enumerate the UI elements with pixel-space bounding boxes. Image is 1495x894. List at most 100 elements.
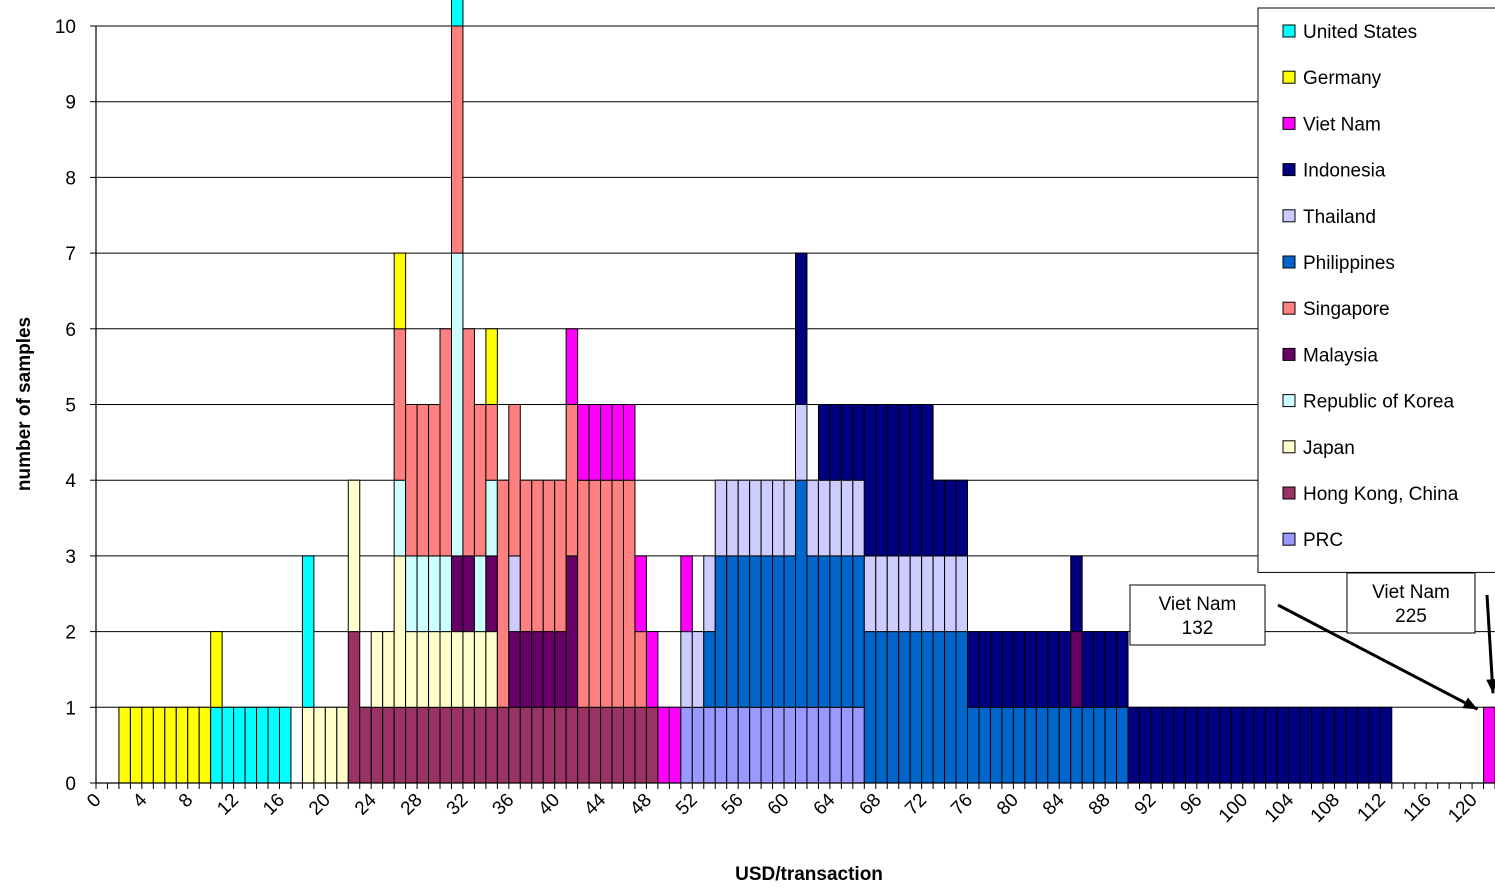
x-tick-label: 20: [305, 790, 335, 820]
bar-segment: [416, 555, 430, 633]
bar-segment: [1356, 706, 1370, 784]
bar-segment: [278, 706, 292, 784]
x-tick-label: 28: [397, 790, 427, 820]
x-tick-label: 116: [1399, 790, 1435, 826]
legend-label: PRC: [1303, 530, 1343, 551]
bar-segment: [405, 631, 418, 708]
bar-segment: [634, 555, 647, 633]
bar-segment: [485, 479, 498, 557]
bar-segment: [817, 404, 831, 481]
bar-segment: [256, 706, 269, 784]
bar-segment: [1047, 631, 1060, 708]
bar-segment: [198, 706, 212, 784]
bar-segment: [726, 479, 739, 557]
y-tick-label: 9: [65, 93, 76, 114]
bar-segment: [508, 555, 521, 633]
bar-segment: [1047, 706, 1060, 784]
y-axis-title: number of samples: [14, 317, 35, 491]
bar-segment: [680, 631, 693, 708]
legend-label: Viet Nam: [1303, 114, 1381, 135]
callout-text: 225: [1395, 606, 1427, 627]
bar-segment: [611, 706, 624, 784]
x-tick-label: 80: [993, 790, 1023, 820]
legend-label: Philippines: [1303, 253, 1395, 274]
bar-segment: [749, 479, 762, 557]
bar-segment: [840, 555, 854, 708]
x-tick-label: 4: [129, 789, 152, 812]
bar-segment: [164, 706, 177, 784]
bar-segment: [944, 479, 957, 557]
bar-segment: [783, 555, 796, 708]
bar-segment: [1288, 706, 1301, 784]
x-tick-label: 76: [947, 790, 977, 820]
bar-segment: [989, 631, 1003, 708]
callout-arrowhead: [1486, 679, 1495, 694]
bar-segment: [760, 706, 774, 784]
legend-label: Malaysia: [1303, 345, 1378, 366]
bar-segment: [382, 631, 395, 708]
bar-segment: [932, 479, 946, 557]
callout-arrowhead: [1462, 697, 1478, 710]
bar-segment: [1024, 706, 1037, 784]
bar-segment: [978, 631, 991, 708]
bar-segment: [840, 479, 854, 557]
bar-segment: [1483, 706, 1495, 784]
bar-segment: [921, 404, 934, 557]
bar-segment: [955, 479, 969, 557]
bar-segment: [531, 706, 544, 784]
bar-segment: [726, 706, 739, 784]
bar-segment: [370, 631, 384, 708]
bar-segment: [795, 404, 808, 481]
bar-segment: [542, 631, 556, 708]
bar-segment: [955, 631, 969, 784]
bar-segment: [714, 706, 728, 784]
bar-segment: [749, 706, 762, 784]
bar-segment: [852, 706, 865, 784]
bar-segment: [795, 706, 808, 784]
bar-segment: [1104, 706, 1118, 784]
y-tick-label: 4: [65, 471, 76, 492]
legend-swatch: [1282, 24, 1296, 38]
x-tick-label: 16: [259, 790, 289, 820]
legend-swatch: [1282, 440, 1296, 454]
bar-segment: [909, 631, 923, 784]
bar-segment: [1379, 706, 1393, 784]
bar-segment: [129, 706, 143, 784]
bar-segment: [840, 706, 854, 784]
bar-segment: [1093, 631, 1106, 708]
legend-label: Germany: [1303, 68, 1382, 89]
y-tick-label: 6: [65, 320, 76, 341]
bar-segment: [1161, 706, 1175, 784]
bar-segment: [485, 631, 498, 708]
bar-segment: [898, 631, 911, 784]
bar-segment: [1024, 631, 1037, 708]
bar-segment: [267, 706, 280, 784]
bar-segment: [680, 706, 693, 784]
bar-segment: [875, 404, 888, 557]
x-tick-label: 56: [718, 790, 748, 820]
y-tick-label: 8: [65, 168, 76, 189]
bar-segment: [1035, 706, 1049, 784]
bar-segment: [829, 706, 842, 784]
bar-segment: [531, 631, 544, 708]
x-tick-label: 72: [901, 790, 931, 820]
bar-segment: [450, 0, 464, 27]
bar-segment: [393, 328, 407, 481]
bar-segment: [393, 252, 407, 330]
bar-segment: [680, 555, 693, 633]
bar-segment: [519, 479, 533, 633]
bar-segment: [829, 404, 842, 481]
legend-box: [1257, 7, 1495, 573]
bar-segment: [439, 631, 452, 708]
bar-segment: [508, 404, 521, 557]
y-tick-label: 1: [65, 698, 76, 719]
bar-segment: [829, 479, 842, 557]
x-tick-label: 8: [175, 790, 197, 812]
legend-swatch: [1282, 116, 1296, 130]
bar-segment: [221, 706, 235, 784]
legend-label: Hong Kong, China: [1303, 484, 1459, 505]
bar-segment: [416, 404, 430, 557]
bar-segment: [519, 706, 533, 784]
bar-segment: [1070, 631, 1083, 708]
bar-segment: [577, 479, 590, 708]
